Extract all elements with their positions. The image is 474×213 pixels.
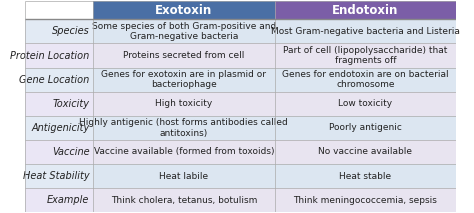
Bar [93, 140, 274, 164]
Text: Protein Location: Protein Location [10, 50, 90, 60]
Text: Gene Location: Gene Location [19, 75, 90, 85]
Text: Think meningococcemia, sepsis: Think meningococcemia, sepsis [293, 196, 438, 205]
Bar [274, 19, 456, 43]
Bar [93, 1, 274, 19]
Text: Endotoxin: Endotoxin [332, 3, 399, 16]
Bar [25, 92, 93, 116]
Text: Think cholera, tetanus, botulism: Think cholera, tetanus, botulism [110, 196, 257, 205]
Bar [25, 164, 93, 188]
Text: Genes for endotoxin are on bacterial
chromosome: Genes for endotoxin are on bacterial chr… [282, 70, 449, 89]
Text: Genes for exotoxin are in plasmid or
bacteriophage: Genes for exotoxin are in plasmid or bac… [101, 70, 266, 89]
Text: Heat stable: Heat stable [339, 172, 392, 181]
Bar [93, 92, 274, 116]
Bar [25, 188, 93, 212]
Bar [25, 1, 93, 19]
Text: Vaccine: Vaccine [52, 147, 90, 157]
Text: Most Gram-negative bacteria and Listeria: Most Gram-negative bacteria and Listeria [271, 27, 460, 36]
Text: Example: Example [47, 195, 90, 205]
Bar [25, 43, 93, 68]
Text: Low toxicity: Low toxicity [338, 99, 392, 108]
Text: Heat labile: Heat labile [159, 172, 209, 181]
Text: Exotoxin: Exotoxin [155, 3, 212, 16]
Bar [25, 19, 93, 43]
Text: Highly antigenic (host forms antibodies called
antitoxins): Highly antigenic (host forms antibodies … [80, 118, 288, 138]
Bar [274, 92, 456, 116]
Bar [25, 68, 93, 92]
Bar [93, 188, 274, 212]
Text: Poorly antigenic: Poorly antigenic [329, 123, 402, 132]
Bar [274, 1, 456, 19]
Text: Toxicity: Toxicity [53, 99, 90, 109]
Text: Antigenicity: Antigenicity [31, 123, 90, 133]
Text: Some species of both Gram-positive and
Gram-negative bacteria: Some species of both Gram-positive and G… [91, 22, 276, 41]
Bar [93, 19, 274, 43]
Text: Heat Stability: Heat Stability [23, 171, 90, 181]
Bar [25, 140, 93, 164]
Bar [274, 43, 456, 68]
Text: Part of cell (lipopolysaccharide) that
fragments off: Part of cell (lipopolysaccharide) that f… [283, 46, 447, 65]
Bar [274, 164, 456, 188]
Text: Proteins secreted from cell: Proteins secreted from cell [123, 51, 245, 60]
Bar [93, 43, 274, 68]
Text: No vaccine available: No vaccine available [319, 147, 412, 157]
Text: Vaccine available (formed from toxoids): Vaccine available (formed from toxoids) [93, 147, 274, 157]
Bar [274, 116, 456, 140]
Bar [93, 164, 274, 188]
Bar [274, 68, 456, 92]
Bar [93, 68, 274, 92]
Bar [25, 116, 93, 140]
Bar [274, 140, 456, 164]
Text: High toxicity: High toxicity [155, 99, 212, 108]
Text: Species: Species [52, 26, 90, 36]
Bar [274, 188, 456, 212]
Bar [93, 116, 274, 140]
